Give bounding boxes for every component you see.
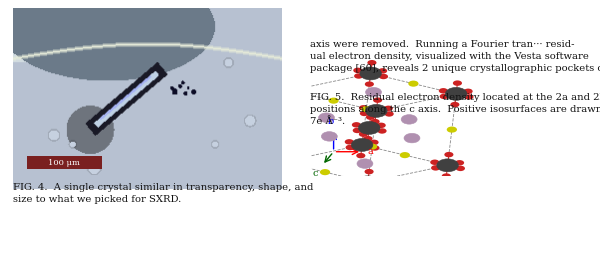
Text: axis were removed.  Running a Fourier tran··· resid-
ual electron density, visua: axis were removed. Running a Fourier tra… xyxy=(310,40,600,73)
Circle shape xyxy=(377,123,386,128)
Circle shape xyxy=(404,133,420,143)
Circle shape xyxy=(365,87,382,97)
Circle shape xyxy=(445,152,454,157)
Bar xyxy=(26,157,102,169)
Circle shape xyxy=(280,84,302,97)
Circle shape xyxy=(445,87,467,100)
Circle shape xyxy=(453,80,462,86)
Circle shape xyxy=(319,113,334,122)
Circle shape xyxy=(431,165,440,171)
Circle shape xyxy=(376,183,385,188)
Circle shape xyxy=(354,73,363,79)
Circle shape xyxy=(464,94,473,100)
Circle shape xyxy=(439,88,448,94)
Circle shape xyxy=(281,123,292,129)
Circle shape xyxy=(360,67,382,80)
Circle shape xyxy=(367,60,376,65)
Circle shape xyxy=(357,159,373,168)
Circle shape xyxy=(359,105,368,110)
Circle shape xyxy=(353,128,362,133)
Circle shape xyxy=(384,106,393,111)
Circle shape xyxy=(358,121,380,134)
Circle shape xyxy=(356,153,365,158)
Circle shape xyxy=(367,144,377,150)
Circle shape xyxy=(279,148,288,154)
Circle shape xyxy=(290,162,299,168)
Circle shape xyxy=(362,190,371,196)
Circle shape xyxy=(320,169,330,175)
Circle shape xyxy=(464,89,473,94)
Circle shape xyxy=(370,145,379,151)
Circle shape xyxy=(447,126,457,133)
Circle shape xyxy=(328,98,339,104)
Circle shape xyxy=(371,119,380,124)
Circle shape xyxy=(322,132,337,141)
Circle shape xyxy=(345,139,354,144)
Circle shape xyxy=(400,152,410,158)
Circle shape xyxy=(455,160,464,166)
Circle shape xyxy=(359,132,368,137)
Circle shape xyxy=(290,157,299,162)
Circle shape xyxy=(361,106,371,112)
Circle shape xyxy=(401,115,417,124)
Circle shape xyxy=(366,114,375,120)
Text: FIG. 4.  A single crystal similar in transparency, shape, and
size to what we pi: FIG. 4. A single crystal similar in tran… xyxy=(13,183,313,204)
Circle shape xyxy=(375,177,385,183)
Circle shape xyxy=(350,177,359,182)
Circle shape xyxy=(365,81,374,87)
Circle shape xyxy=(265,156,274,162)
Circle shape xyxy=(299,91,308,96)
Circle shape xyxy=(440,94,449,99)
Circle shape xyxy=(377,128,386,134)
Circle shape xyxy=(287,77,296,83)
Text: 100 μm: 100 μm xyxy=(49,159,80,167)
Text: FIG. 5.  Residual electron density located at the 2a and 2b
positions along the : FIG. 5. Residual electron density locate… xyxy=(310,93,600,126)
Circle shape xyxy=(370,140,379,145)
Circle shape xyxy=(346,145,355,150)
Circle shape xyxy=(353,68,362,73)
Circle shape xyxy=(378,68,387,74)
Circle shape xyxy=(385,111,394,117)
Circle shape xyxy=(351,182,361,188)
Circle shape xyxy=(408,81,419,87)
Circle shape xyxy=(274,85,283,90)
Circle shape xyxy=(451,102,460,107)
Circle shape xyxy=(379,74,388,79)
Circle shape xyxy=(442,173,451,179)
Text: a: a xyxy=(368,147,374,156)
Circle shape xyxy=(266,162,275,167)
Circle shape xyxy=(351,139,373,151)
Circle shape xyxy=(437,159,458,172)
Circle shape xyxy=(373,98,382,103)
Circle shape xyxy=(277,170,286,175)
Circle shape xyxy=(274,90,283,96)
Circle shape xyxy=(364,136,373,141)
Circle shape xyxy=(365,105,387,117)
Circle shape xyxy=(456,166,465,171)
Circle shape xyxy=(365,169,374,174)
Circle shape xyxy=(271,155,293,168)
Text: b: b xyxy=(328,117,334,126)
Circle shape xyxy=(357,176,379,189)
Circle shape xyxy=(360,111,369,116)
Text: c: c xyxy=(313,169,318,178)
Circle shape xyxy=(352,122,361,128)
Circle shape xyxy=(298,85,307,91)
Circle shape xyxy=(430,159,439,165)
Circle shape xyxy=(285,98,294,104)
